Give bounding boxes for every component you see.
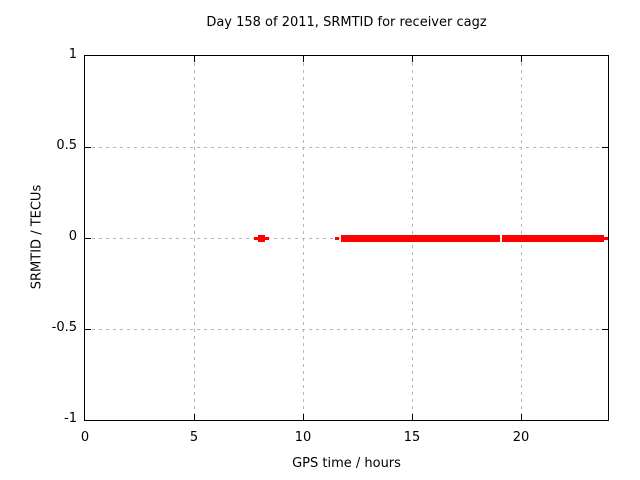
- x-tick-label: 20: [512, 430, 530, 445]
- x-tick-label: 10: [294, 430, 312, 445]
- data-segment: [335, 237, 339, 240]
- chart-title: Day 158 of 2011, SRMTID for receiver cag…: [206, 15, 487, 30]
- x-tick-mark: [303, 414, 304, 420]
- y-tick-label: -0.5: [51, 320, 77, 335]
- x-tick-label: 15: [403, 430, 421, 445]
- y-tick-label: 1: [68, 47, 77, 62]
- x-tick-label: 0: [80, 430, 90, 445]
- y-tick-label: 0.5: [56, 138, 77, 153]
- data-segment: [341, 235, 500, 242]
- x-tick-label: 5: [189, 430, 199, 445]
- y-gridline: [85, 329, 608, 330]
- x-tick-mark: [194, 56, 195, 62]
- data-segment: [604, 237, 608, 240]
- x-tick-mark: [521, 56, 522, 62]
- y-tick-mark: [602, 147, 608, 148]
- y-tick-mark: [85, 147, 91, 148]
- x-tick-mark: [194, 414, 195, 420]
- x-tick-mark: [521, 414, 522, 420]
- x-tick-mark: [412, 414, 413, 420]
- x-tick-mark: [412, 56, 413, 62]
- y-tick-mark: [85, 329, 91, 330]
- data-segment: [502, 235, 604, 242]
- x-tick-mark: [303, 56, 304, 62]
- data-segment: [258, 235, 265, 242]
- y-tick-label: -1: [64, 411, 77, 426]
- y-tick-mark: [602, 329, 608, 330]
- plot-area: [84, 55, 609, 421]
- y-tick-label: 0: [68, 229, 77, 244]
- y-tick-mark: [85, 238, 91, 239]
- y-gridline: [85, 147, 608, 148]
- x-axis-title: GPS time / hours: [292, 456, 401, 471]
